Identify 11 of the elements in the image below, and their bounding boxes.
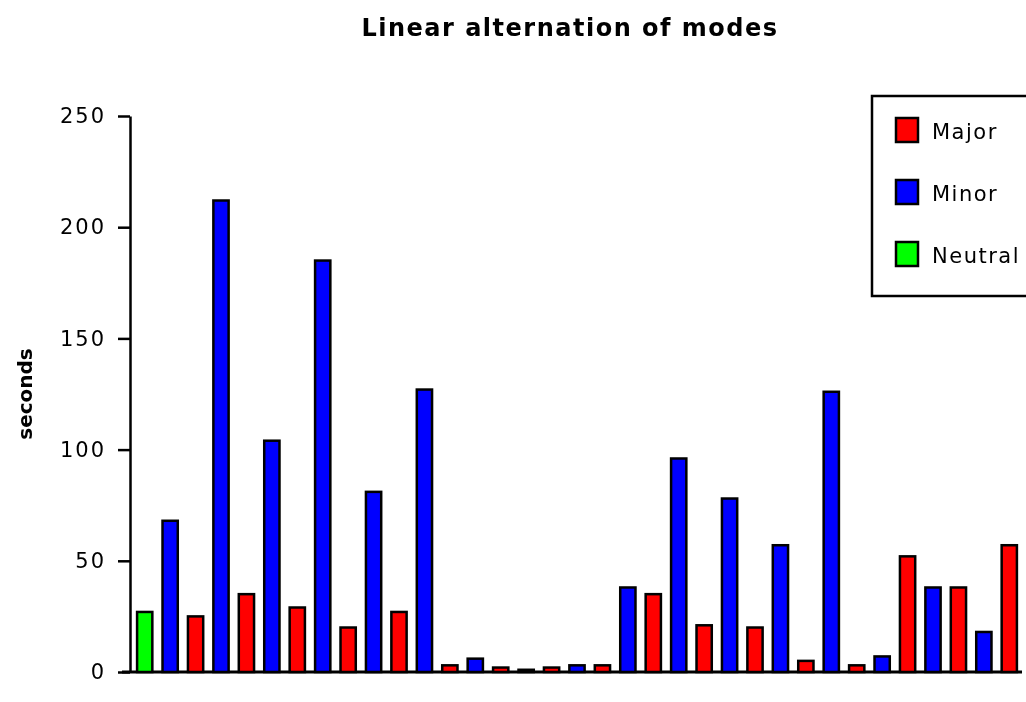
y-tick-label: 200 <box>59 215 106 240</box>
y-tick-label: 100 <box>59 437 106 462</box>
y-tick-label: 50 <box>75 549 106 574</box>
y-tick-label: 150 <box>59 326 106 351</box>
y-tick-label: 250 <box>59 104 106 129</box>
legend-label: Major <box>932 120 998 144</box>
legend-label: Neutral <box>932 244 1021 268</box>
chart-title: Linear alternation of modes <box>361 14 779 42</box>
y-axis-title: seconds <box>13 348 37 440</box>
legend-label: Minor <box>932 182 999 206</box>
y-tick-label: 0 <box>90 660 106 685</box>
